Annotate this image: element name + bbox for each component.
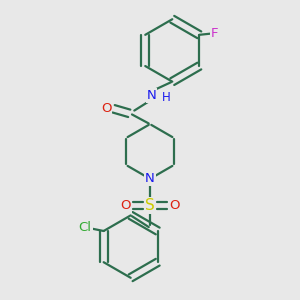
Text: N: N xyxy=(145,172,155,185)
Text: O: O xyxy=(169,199,180,212)
Text: N: N xyxy=(147,89,156,102)
Text: F: F xyxy=(211,27,218,40)
Text: O: O xyxy=(120,199,130,212)
Text: H: H xyxy=(161,91,170,104)
Text: O: O xyxy=(101,102,112,115)
Text: Cl: Cl xyxy=(79,221,92,234)
Text: S: S xyxy=(145,198,155,213)
